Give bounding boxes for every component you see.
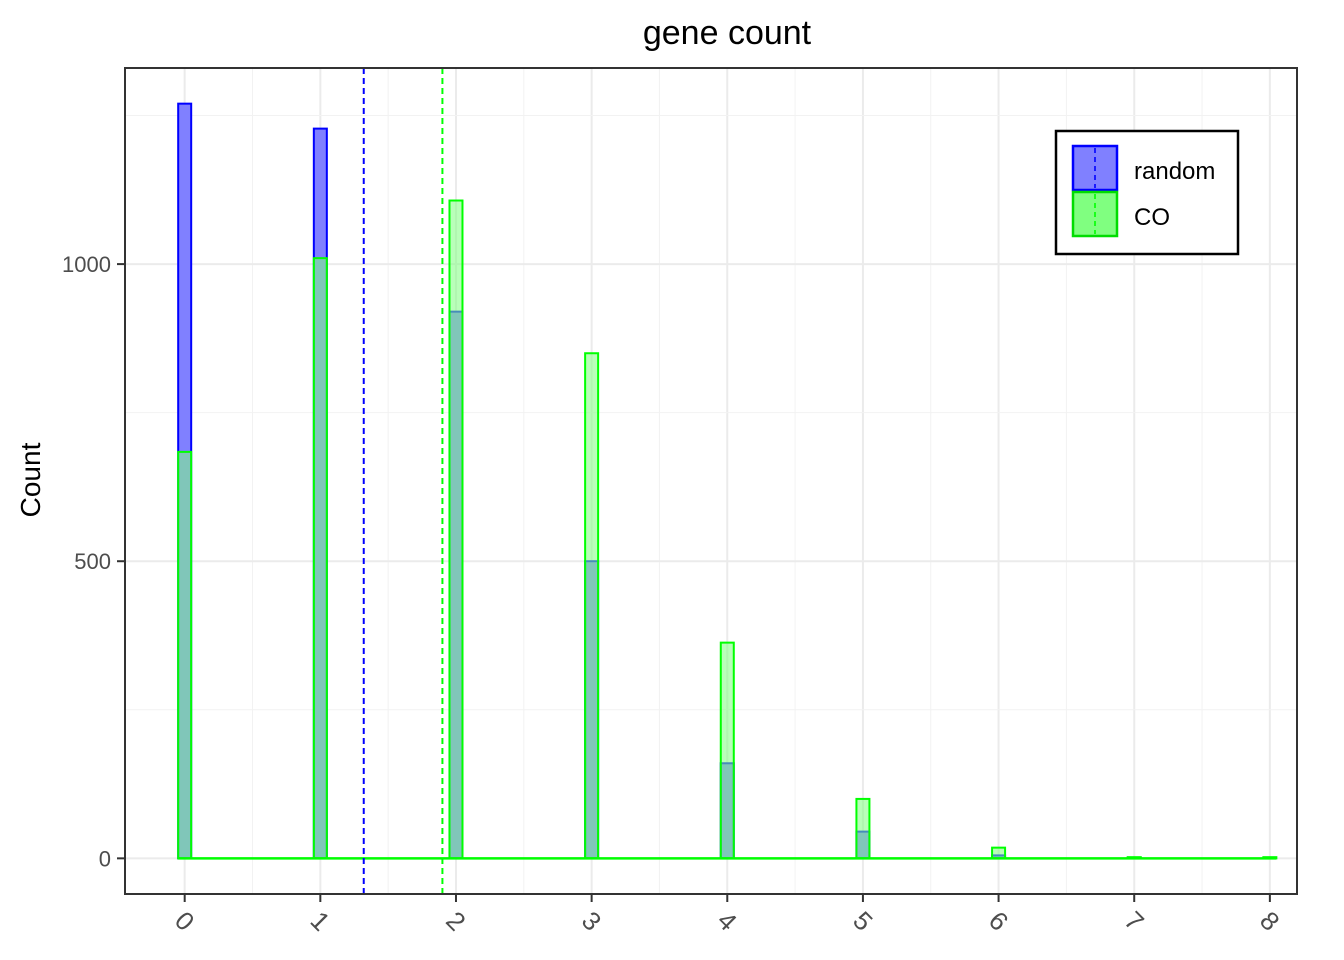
- bar-co-2: [448, 199, 464, 860]
- bar-co-0: [177, 450, 193, 860]
- x-tick-label: 4: [712, 905, 743, 936]
- y-tick-label: 0: [99, 846, 111, 871]
- legend-label-co: CO: [1134, 204, 1170, 231]
- bar-co-3: [584, 352, 600, 860]
- bar-co-4: [719, 641, 735, 860]
- bar-co-1: [312, 257, 328, 860]
- y-axis-label: Count: [15, 442, 46, 517]
- x-tick-label: 5: [847, 905, 878, 936]
- legend-label-random: random: [1134, 158, 1215, 185]
- x-tick-label: 6: [983, 905, 1014, 936]
- chart-title: gene count: [643, 14, 812, 52]
- x-tick-label: 2: [440, 905, 471, 936]
- x-tick-label: 8: [1254, 905, 1285, 936]
- plot-panel-border: [124, 67, 1298, 895]
- x-tick-label: 0: [169, 905, 200, 936]
- y-tick-label: 500: [74, 549, 111, 574]
- x-tick-label: 3: [576, 905, 607, 936]
- x-axis-ticks: 0 1 2 3 4 5 6 7 8: [169, 894, 1286, 937]
- x-tick-label: 7: [1119, 905, 1150, 936]
- x-tick-label: 1: [305, 905, 336, 936]
- mean-lines: [362, 68, 444, 894]
- legend: random CO: [1054, 129, 1240, 256]
- y-axis-ticks: 0 500 1000: [62, 252, 125, 871]
- y-tick-label: 1000: [62, 252, 111, 277]
- bar-co-5: [855, 797, 871, 860]
- bar-co-6: [991, 846, 1007, 860]
